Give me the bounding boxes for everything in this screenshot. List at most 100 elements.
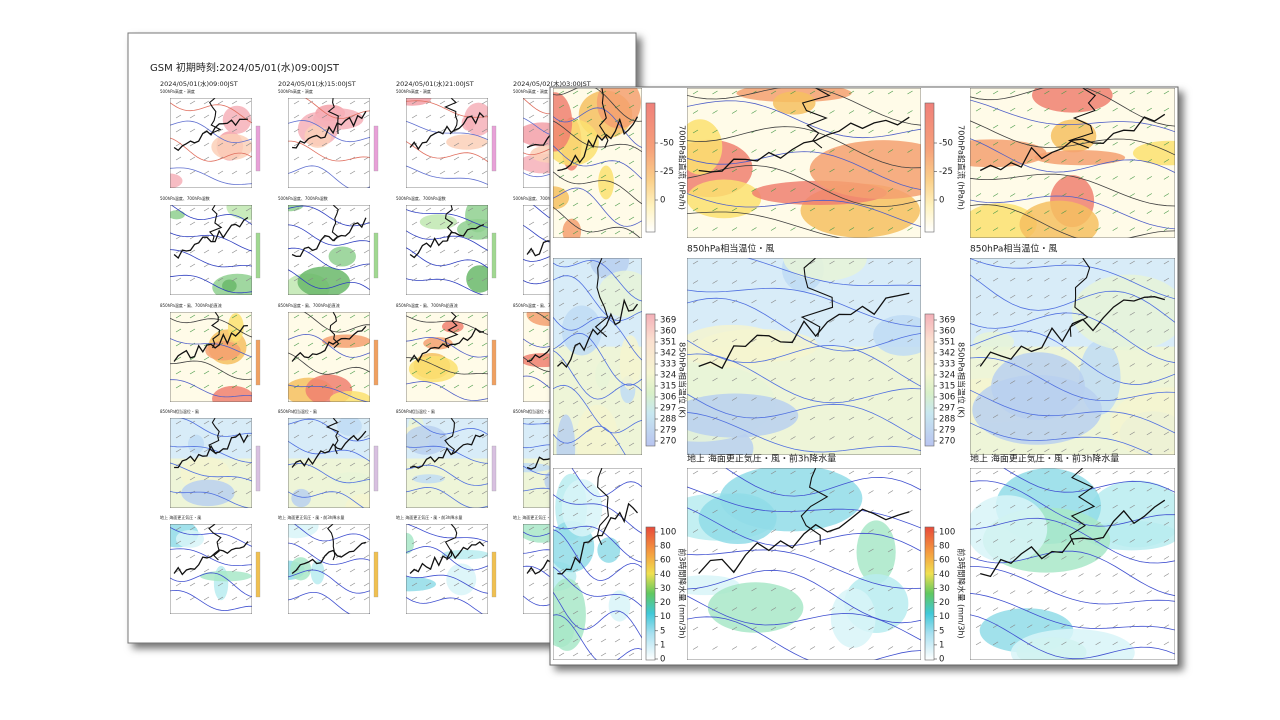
map-shading	[1132, 140, 1175, 166]
panel-label: 地上 海面更正気圧・風・前3h降水量	[687, 453, 836, 465]
wind-barb	[481, 434, 488, 439]
wind-barb	[1163, 176, 1170, 180]
wind-barb	[1112, 607, 1118, 611]
wind-barb	[363, 540, 370, 545]
wind-barb	[293, 221, 300, 226]
wind-barb	[829, 416, 835, 421]
wind-barb	[349, 568, 356, 573]
contour	[553, 206, 641, 238]
contour	[687, 165, 921, 208]
wind-barb	[731, 207, 738, 212]
wind-barb	[731, 319, 738, 323]
wind-barb	[1095, 573, 1101, 577]
wind-barb	[1112, 590, 1118, 594]
contour	[970, 173, 1175, 207]
map-shading	[1032, 88, 1113, 113]
wind-barb	[628, 160, 635, 165]
wind-barb	[558, 568, 565, 573]
wind-barb	[245, 100, 252, 105]
colorbar-tick-label: 0	[939, 196, 944, 206]
wind-barb	[203, 263, 210, 268]
wind-barb	[975, 107, 982, 112]
wind-barb	[992, 504, 999, 509]
colorbar	[645, 313, 656, 447]
wind-barb	[572, 316, 579, 321]
wind-barb	[1163, 573, 1170, 577]
wind-barb	[425, 526, 432, 531]
wind-barb	[829, 358, 835, 362]
wind-barb	[1146, 90, 1152, 95]
wind-barb	[1129, 380, 1135, 384]
wind-barb	[293, 114, 300, 119]
panel-label: 500hPa温度、700hPa湿数	[513, 195, 563, 201]
wind-barb	[481, 554, 488, 559]
wind-barb	[335, 476, 342, 481]
wind-barb	[600, 188, 607, 193]
wind-barb	[1146, 556, 1152, 560]
wind-barb	[731, 227, 738, 231]
panel-label: 850hPa相当温位・風	[687, 243, 774, 255]
wind-barb	[809, 626, 816, 631]
wind-barb	[586, 638, 593, 643]
wind-barb	[453, 384, 460, 389]
wind-barb	[245, 420, 252, 425]
wind-barb	[411, 277, 418, 282]
contour	[553, 566, 642, 607]
wind-barb	[349, 249, 356, 254]
wind-barb	[321, 526, 328, 531]
wind-barb	[600, 174, 607, 179]
wind-barb	[189, 356, 196, 361]
wind-barb	[1163, 607, 1170, 611]
wind-barb	[975, 521, 982, 526]
wind-barb	[1044, 470, 1050, 475]
wind-barb	[887, 626, 894, 631]
wind-barb	[628, 386, 635, 391]
wind-barb	[790, 470, 796, 475]
wind-barb	[907, 397, 913, 401]
contour	[970, 614, 1175, 660]
contour	[406, 546, 488, 571]
wind-barb	[1129, 227, 1135, 231]
wind-barb	[712, 626, 718, 631]
wind-barb	[217, 221, 224, 226]
contour	[687, 616, 921, 660]
wind-barb	[907, 470, 913, 475]
colorbar	[373, 232, 379, 279]
wind-barb	[692, 207, 699, 212]
wind-barb	[790, 490, 796, 494]
wind-barb	[175, 448, 182, 453]
wind-barb	[1078, 294, 1084, 299]
wind-barb	[411, 434, 418, 439]
wind-barb	[439, 356, 446, 361]
wind-barb	[203, 170, 210, 175]
wind-barb	[809, 90, 816, 95]
wind-barb	[439, 114, 446, 119]
wind-barb	[335, 526, 342, 531]
wind-barb	[1027, 329, 1033, 333]
wind-barb	[829, 509, 835, 514]
wind-barb	[887, 149, 894, 153]
wind-barb	[293, 582, 300, 587]
wind-barb	[293, 342, 300, 347]
wind-barb	[868, 377, 874, 382]
wind-barb	[175, 384, 182, 389]
wind-barb	[1010, 193, 1016, 197]
wind-barb	[868, 587, 874, 592]
wind-barb	[1010, 504, 1016, 509]
wind-barb	[614, 132, 621, 137]
wind-barb	[231, 554, 238, 559]
contour	[553, 384, 642, 434]
wind-barb	[1078, 346, 1084, 350]
wind-barb	[628, 358, 635, 363]
wind-barb	[586, 372, 593, 377]
map-shading	[830, 588, 876, 648]
wind-barb	[809, 436, 816, 440]
wind-barb	[189, 448, 196, 453]
wind-barb	[1129, 363, 1135, 367]
wind-barb	[975, 329, 982, 333]
wind-barb	[231, 370, 238, 375]
wind-barb	[887, 129, 894, 134]
wind-barb	[558, 470, 565, 475]
wind-barb	[600, 526, 607, 531]
wind-barb	[528, 434, 535, 439]
